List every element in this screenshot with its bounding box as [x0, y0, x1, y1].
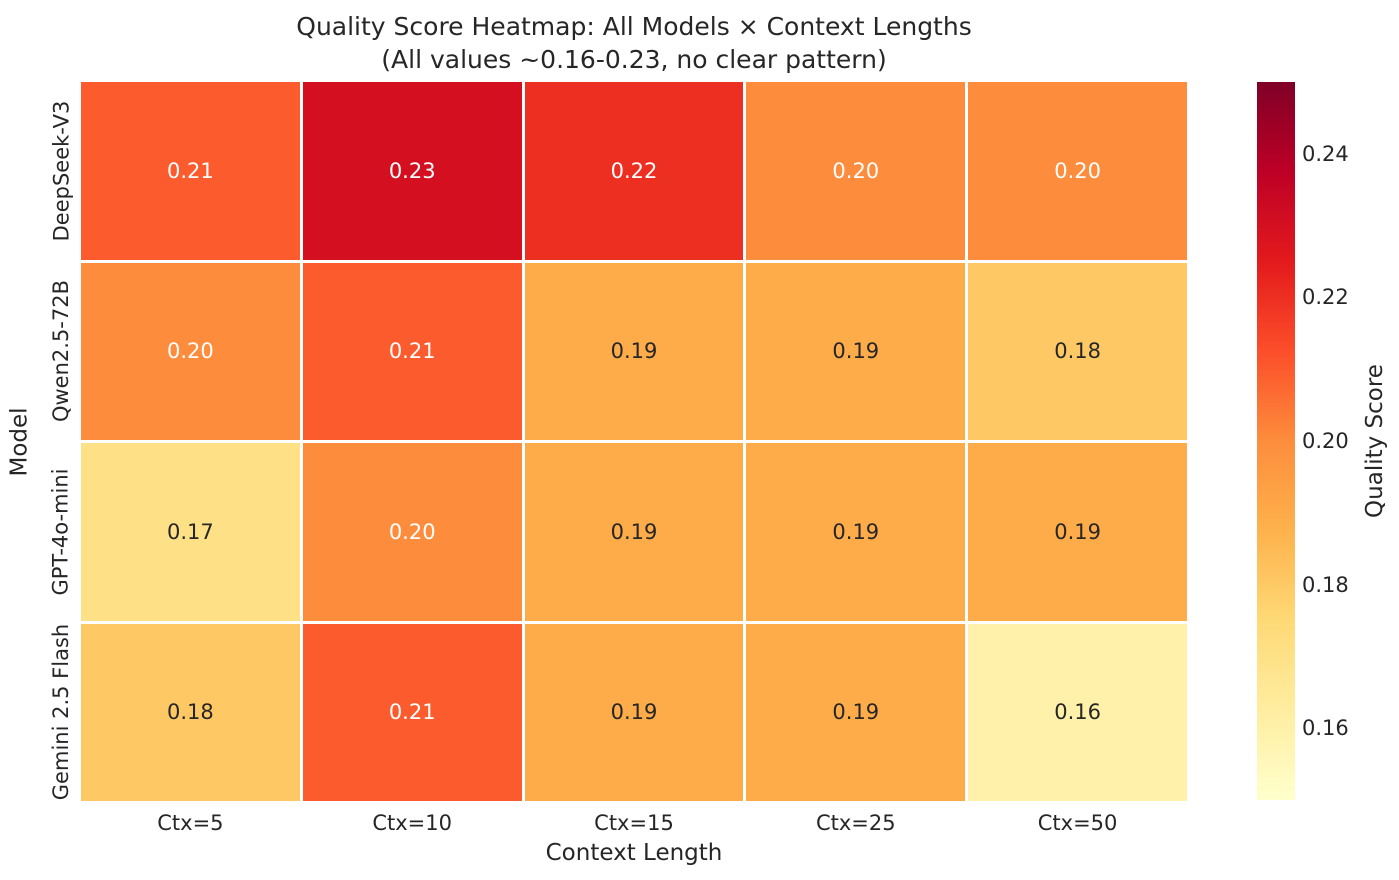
heatmap-cell-value: 0.21 — [388, 339, 436, 364]
heatmap-cell-value: 0.19 — [1054, 519, 1101, 544]
column-label: Ctx=15 — [594, 811, 674, 835]
y-axis-label: Model — [2, 82, 38, 801]
chart-subtitle: (All values ~0.16-0.23, no clear pattern… — [381, 45, 887, 74]
colorbar-tick-label: 0.18 — [1302, 572, 1349, 597]
heatmap-cell-value: 0.23 — [388, 158, 436, 183]
heatmap-cell: 0.23 — [302, 82, 522, 260]
heatmap-cell: 0.19 — [746, 623, 966, 801]
heatmap-cell-value: 0.19 — [832, 339, 880, 364]
heatmap-cell: 0.19 — [968, 443, 1187, 621]
row-label: GPT-4o-mini — [46, 443, 76, 621]
heatmap-cell: 0.20 — [302, 443, 522, 621]
column-label: Ctx=5 — [157, 811, 224, 835]
colorbar-tick-label: 0.20 — [1302, 429, 1349, 453]
y-axis-label-text: Model — [7, 406, 33, 477]
heatmap-cell-value: 0.19 — [610, 519, 658, 544]
heatmap-grid: 0.21 0.23 0.22 0.20 0.20 0.20 0.21 0.19 0.19 0.18… — [81, 82, 1187, 801]
heatmap-cell: 0.19 — [746, 262, 966, 440]
row-label-text: GPT-4o-mini — [49, 468, 73, 596]
heatmap-cell-value: 0.20 — [388, 519, 436, 544]
heatmap-cell: 0.18 — [968, 262, 1187, 440]
heatmap-cell-value: 0.19 — [610, 339, 658, 364]
row-label-text: Qwen2.5-72B — [49, 280, 74, 423]
heatmap-cell-value: 0.17 — [167, 519, 214, 544]
chart-title: Quality Score Heatmap: All Models × Cont… — [296, 12, 972, 41]
heatmap-cell-value: 0.20 — [1054, 158, 1101, 183]
heatmap-cell-value: 0.16 — [1054, 700, 1101, 725]
row-label: DeepSeek-V3 — [46, 82, 76, 260]
heatmap-cell-value: 0.20 — [832, 158, 880, 183]
column-label: Ctx=50 — [1037, 811, 1118, 835]
heatmap-cell-value: 0.21 — [388, 700, 436, 725]
row-label-text: Gemini 2.5 Flash — [49, 624, 74, 801]
heatmap-cell: 0.20 — [81, 262, 300, 440]
row-label: Gemini 2.5 Flash — [46, 624, 76, 802]
colorbar-label-text: Quality Score — [1362, 364, 1389, 518]
heatmap-cell: 0.17 — [81, 443, 300, 621]
chart-title-block: Quality Score Heatmap: All Models × Cont… — [81, 10, 1187, 76]
x-axis-label: Context Length — [81, 840, 1187, 866]
colorbar-tick-label: 0.22 — [1302, 285, 1349, 310]
column-label: Ctx=25 — [815, 811, 896, 835]
heatmap-cell: 0.16 — [968, 623, 1187, 801]
heatmap-cell-value: 0.18 — [167, 700, 214, 725]
row-label-text: DeepSeek-V3 — [49, 100, 73, 242]
heatmap-cell: 0.22 — [524, 82, 744, 260]
column-label: Ctx=10 — [372, 811, 453, 835]
heatmap-cell-value: 0.18 — [1054, 339, 1101, 364]
heatmap-cell-value: 0.19 — [832, 700, 880, 725]
heatmap-cell: 0.19 — [524, 443, 744, 621]
heatmap-cell-value: 0.22 — [610, 158, 658, 183]
heatmap-cell: 0.18 — [81, 623, 300, 801]
colorbar — [1257, 82, 1295, 800]
colorbar-label: Quality Score — [1352, 82, 1398, 800]
heatmap-cell: 0.19 — [746, 443, 966, 621]
heatmap-cell: 0.19 — [524, 623, 744, 801]
colorbar-tick-label: 0.16 — [1302, 716, 1349, 741]
heatmap-cell: 0.21 — [302, 623, 522, 801]
heatmap-cell-value: 0.21 — [167, 158, 214, 183]
heatmap-cell-value: 0.19 — [610, 700, 658, 725]
heatmap-cell: 0.21 — [302, 262, 522, 440]
heatmap-cell: 0.19 — [524, 262, 744, 440]
x-axis-label-text: Context Length — [545, 840, 723, 866]
row-label: Qwen2.5-72B — [46, 263, 76, 441]
heatmap-cell: 0.21 — [81, 82, 300, 260]
heatmap-cell: 0.20 — [746, 82, 966, 260]
heatmap-cell-value: 0.19 — [832, 519, 880, 544]
heatmap-cell-value: 0.20 — [167, 339, 214, 364]
colorbar-tick-label: 0.24 — [1302, 141, 1349, 166]
heatmap-cell: 0.20 — [968, 82, 1187, 260]
